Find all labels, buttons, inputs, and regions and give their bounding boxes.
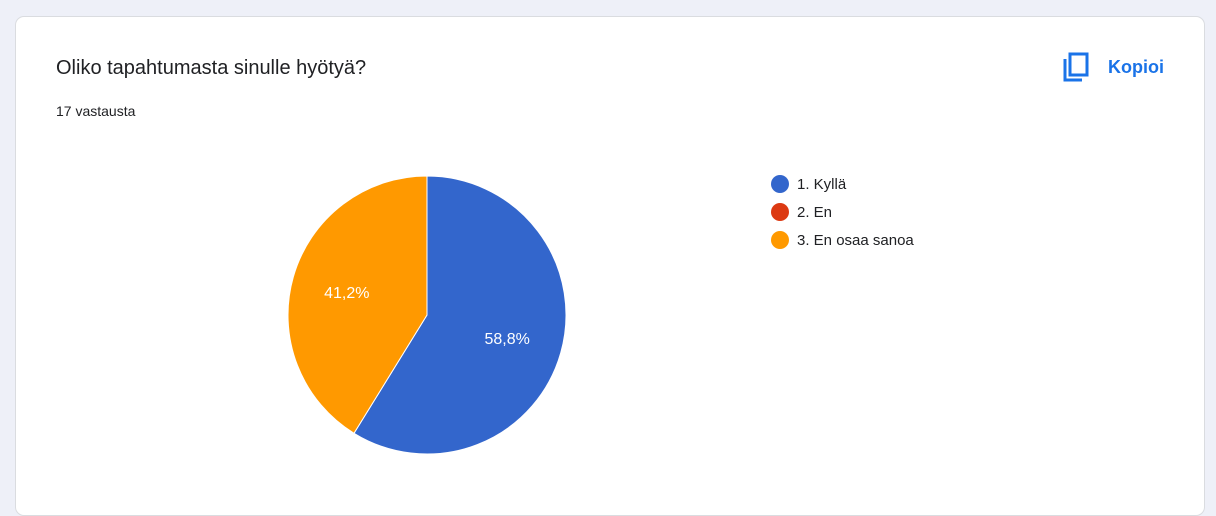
pie-slice-1[interactable] <box>353 175 567 455</box>
slice-label-3: 41,2% <box>324 285 369 302</box>
question-title: Oliko tapahtumasta sinulle hyötyä? <box>56 57 367 79</box>
copy-button[interactable]: Kopioi <box>1052 47 1174 87</box>
copy-button-label: Kopioi <box>1108 56 1164 77</box>
legend-swatch-2 <box>771 203 789 221</box>
response-count: 17 vastausta <box>56 103 136 119</box>
pie-slice-3[interactable] <box>287 175 428 434</box>
legend-swatch-3 <box>771 231 789 249</box>
legend-label-1: 1. Kyllä <box>797 176 847 193</box>
legend-swatch-1 <box>771 175 789 193</box>
copy-icon <box>1063 52 1089 82</box>
legend-label-3: 3. En osaa sanoa <box>797 232 914 249</box>
pie-chart: 58,8% 41,2% 1. Kyllä 2. En 3. En osaa sanoa <box>287 175 914 455</box>
response-card: Oliko tapahtumasta sinulle hyötyä? 17 va… <box>15 16 1205 516</box>
legend-label-2: 2. En <box>797 204 832 221</box>
slice-label-1: 58,8% <box>485 331 530 348</box>
